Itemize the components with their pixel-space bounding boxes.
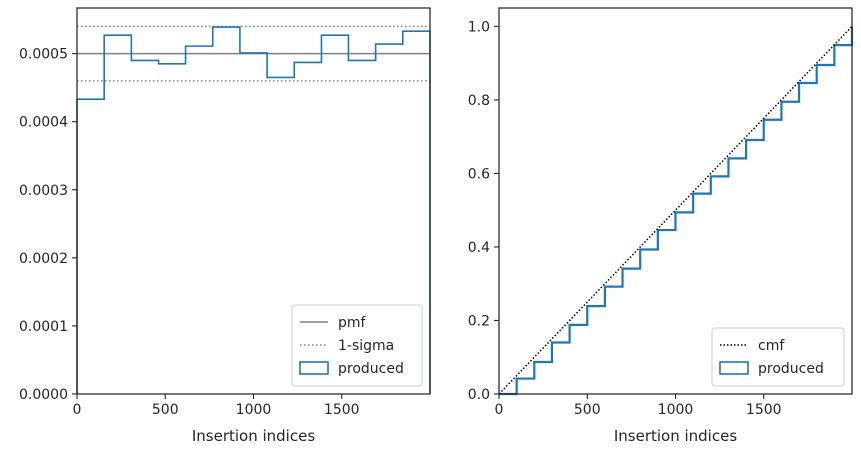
x-axis-label: Insertion indices bbox=[614, 427, 737, 445]
y-tick-label: 0.0005 bbox=[19, 47, 68, 63]
legend-label: cmf bbox=[758, 338, 785, 354]
y-tick-label: 0.0000 bbox=[19, 387, 68, 403]
legend-label: produced bbox=[758, 361, 824, 377]
legend-label: produced bbox=[338, 361, 404, 377]
x-tick-label: 1000 bbox=[658, 402, 694, 418]
y-tick-label: 0.2 bbox=[468, 313, 490, 329]
x-tick-label: 500 bbox=[152, 402, 179, 418]
cmf-line bbox=[498, 25, 853, 395]
y-tick-label: 0.0001 bbox=[19, 319, 68, 335]
y-tick-label: 0.6 bbox=[468, 166, 490, 182]
produced-step-line bbox=[76, 26, 431, 394]
legend-handle-produced bbox=[719, 361, 749, 375]
x-tick-label: 0 bbox=[73, 402, 82, 418]
y-tick-label: 0.0003 bbox=[19, 183, 68, 199]
legend-box bbox=[711, 327, 845, 387]
x-tick-label: 1500 bbox=[746, 402, 782, 418]
cmf-chart-panel: 0 500 1000 1500 0.0 0.2 0.4 0.6 0.8 1.0 Insertion … bbox=[468, 7, 854, 445]
y-tick-label: 0.8 bbox=[468, 93, 490, 109]
y-tick-label: 0.4 bbox=[468, 240, 490, 256]
x-tick-label: 1500 bbox=[324, 402, 360, 418]
y-tick-label: 0.0 bbox=[468, 387, 490, 403]
produced-cumulative-line bbox=[499, 26, 854, 396]
y-tick-label: 0.0002 bbox=[19, 251, 68, 267]
legend-label: pmf bbox=[338, 315, 367, 331]
legend-box bbox=[291, 304, 423, 387]
x-axis-label: Insertion indices bbox=[192, 427, 315, 445]
pmf-chart-panel: 0 500 1000 1500 0.0000 0.0001 0.0002 0.0003 0.00… bbox=[19, 7, 431, 445]
y-tick-label: 0.0004 bbox=[19, 115, 68, 131]
x-tick-label: 0 bbox=[495, 402, 504, 418]
y-tick-label: 1.0 bbox=[468, 19, 490, 35]
x-tick-label: 1000 bbox=[236, 402, 272, 418]
x-tick-label: 500 bbox=[574, 402, 601, 418]
legend-handle-produced bbox=[299, 361, 329, 375]
legend-label: 1-sigma bbox=[338, 338, 394, 354]
